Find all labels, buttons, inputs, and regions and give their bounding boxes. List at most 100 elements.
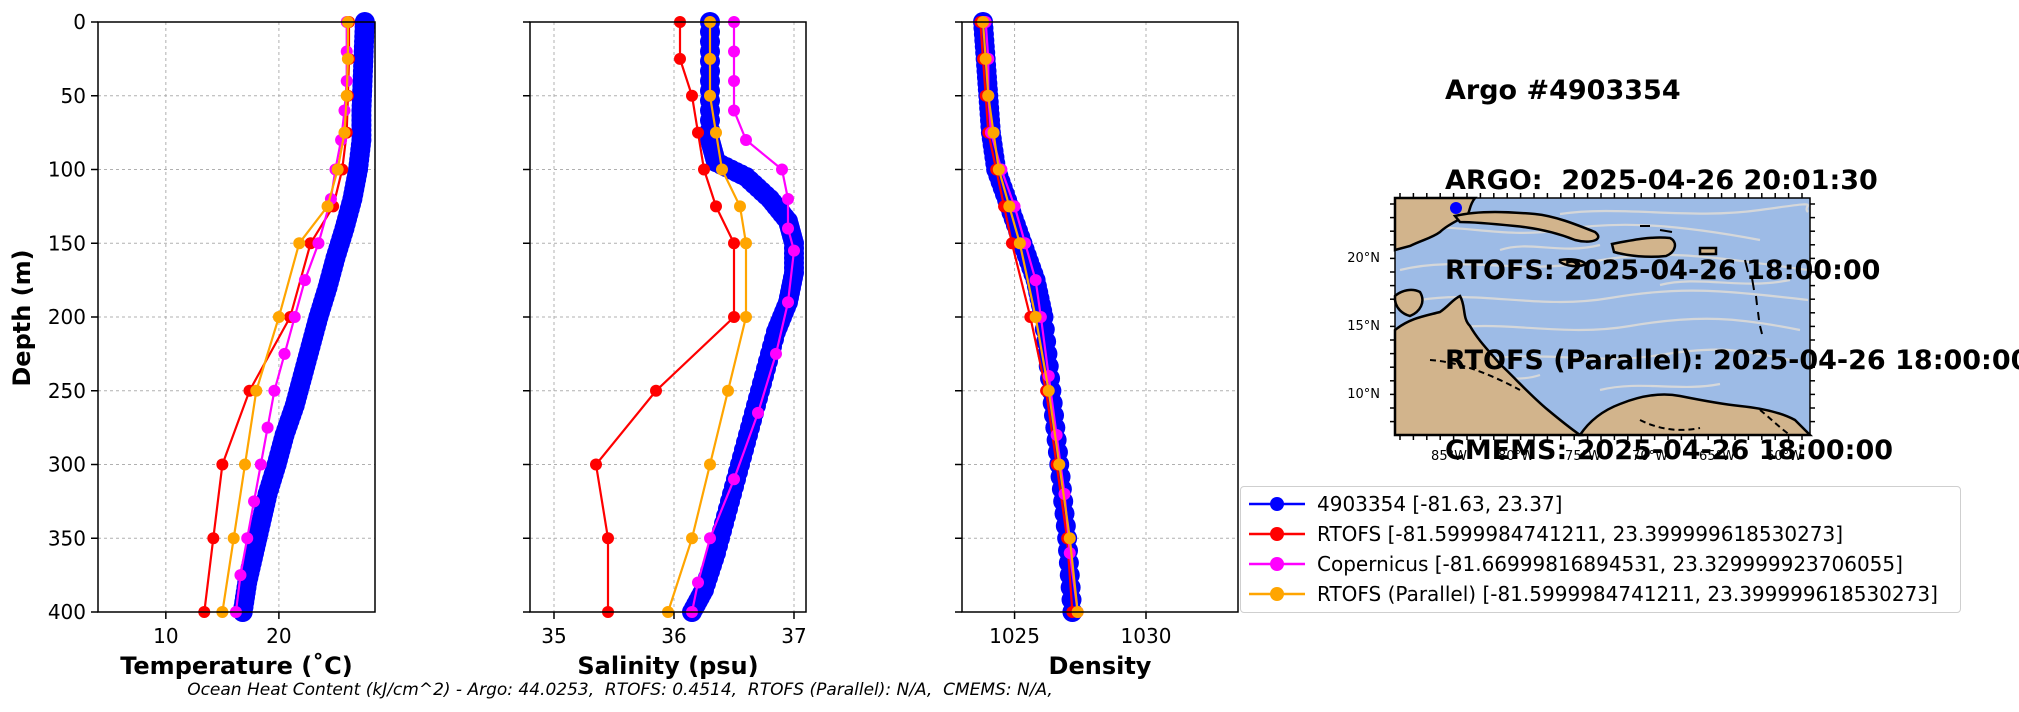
x-tick-label: 20 xyxy=(266,624,291,648)
x-axis-label: Salinity (psu) xyxy=(577,652,758,680)
data-point xyxy=(704,89,716,102)
data-point xyxy=(674,52,686,65)
y-tick-label: 400 xyxy=(48,600,86,624)
data-point xyxy=(710,200,722,213)
data-point xyxy=(312,237,325,250)
map-tick-labels: 85°W 80°W 75°W 70°W 65°W 60°W 20°N 15°N … xyxy=(1347,251,1802,464)
title-line: CMEMS: 2025-04-26 18:00:00 xyxy=(1445,435,1894,466)
data-point xyxy=(686,89,698,102)
data-point xyxy=(987,126,1000,139)
map-ticks xyxy=(1390,193,1815,440)
data-point xyxy=(686,532,698,545)
data-point xyxy=(782,296,794,309)
series-line xyxy=(203,22,351,613)
data-point xyxy=(782,193,794,205)
data-point xyxy=(1063,532,1076,545)
data-point xyxy=(278,347,291,360)
data-point xyxy=(1063,547,1076,559)
x-tick-label: 35 xyxy=(541,624,566,648)
data-point xyxy=(298,274,311,287)
data-point xyxy=(776,163,788,176)
map-lon-label: 70°W xyxy=(1632,449,1668,464)
figure-title: Argo #4903354 ARGO: 2025-04-26 20:01:30 … xyxy=(1445,16,2019,496)
data-point xyxy=(704,532,716,545)
map-lon-label: 80°W xyxy=(1498,449,1534,464)
series-line xyxy=(979,21,1074,613)
map-lon-label: 85°W xyxy=(1431,449,1467,464)
legend-label: RTOFS (Parallel) [-81.5999984741211, 23.… xyxy=(1317,582,1938,606)
map-lat-label: 15°N xyxy=(1347,319,1380,334)
y-tick-label: 350 xyxy=(48,526,86,550)
legend-label: RTOFS [-81.5999984741211, 23.39999961853… xyxy=(1317,522,1844,546)
series-line xyxy=(690,22,796,613)
data-point xyxy=(979,52,992,65)
data-point xyxy=(238,458,251,471)
map-borders xyxy=(1429,359,1791,436)
data-point xyxy=(340,89,353,102)
data-point xyxy=(1029,274,1042,287)
series-line xyxy=(666,22,748,613)
legend-entry-rtofs: RTOFS [-81.5999984741211, 23.39999961853… xyxy=(1241,519,1843,549)
data-point xyxy=(216,458,229,471)
map-lat-label: 10°N xyxy=(1347,387,1380,402)
location-map: 85°W 80°W 75°W 70°W 65°W 60°W 20°N 15°N … xyxy=(1347,193,1815,464)
data-point xyxy=(734,200,746,213)
data-point xyxy=(992,163,1005,176)
title-line: Argo #4903354 xyxy=(1445,75,1681,106)
data-point xyxy=(338,126,351,139)
central-america xyxy=(1393,294,1584,437)
cuba xyxy=(1452,210,1600,243)
legend-swatch xyxy=(1249,587,1305,601)
south-america xyxy=(1577,393,1814,437)
title-line: ARGO: 2025-04-26 20:01:30 xyxy=(1445,165,1878,196)
title-line: RTOFS: 2025-04-26 18:00:00 xyxy=(1445,255,1881,286)
data-point xyxy=(728,311,740,323)
data-point xyxy=(321,200,334,213)
legend-label: Copernicus [-81.66999816894531, 23.32999… xyxy=(1317,552,1903,576)
data-point xyxy=(650,384,662,397)
data-point xyxy=(250,384,263,397)
series-line xyxy=(594,22,736,612)
map-frame xyxy=(1394,197,1811,436)
data-point xyxy=(740,134,752,146)
float-marker xyxy=(1450,202,1462,214)
data-point xyxy=(698,163,710,176)
density-panel: 1025 1030 Density xyxy=(955,12,1239,680)
data-point xyxy=(234,569,247,582)
x-axis-label: Temperature (˚C) xyxy=(120,652,353,680)
legend-swatch xyxy=(1249,527,1305,541)
data-point xyxy=(692,126,704,139)
temperature-panel: 0 50 100 150 200 250 300 350 400 10 20 Temperature … xyxy=(48,10,376,680)
data-point xyxy=(770,347,782,360)
data-point xyxy=(740,311,752,323)
data-point xyxy=(590,458,602,471)
data-point xyxy=(728,75,740,87)
data-point xyxy=(704,458,716,471)
map-lat-label: 20°N xyxy=(1347,251,1380,266)
data-point xyxy=(331,163,344,176)
data-point xyxy=(704,52,716,65)
data-point xyxy=(288,311,301,323)
data-point xyxy=(1029,311,1042,323)
y-tick-label: 50 xyxy=(61,84,86,108)
legend: 4903354 [-81.63, 23.37] RTOFS [-81.59999… xyxy=(1240,486,1961,613)
data-point xyxy=(740,237,752,250)
data-point xyxy=(1053,458,1066,471)
data-point xyxy=(272,311,285,323)
data-point xyxy=(722,384,734,397)
title-line: RTOFS (Parallel): 2025-04-26 18:00:00 xyxy=(1445,345,2019,376)
data-point xyxy=(338,104,351,117)
y-tick-label: 100 xyxy=(48,158,86,182)
map-lon-label: 60°W xyxy=(1766,449,1802,464)
y-axis-label: Depth (m) xyxy=(8,249,36,386)
x-tick-label: 1025 xyxy=(989,624,1040,648)
series-line xyxy=(981,21,1079,613)
data-point xyxy=(602,532,614,545)
y-tick-label: 150 xyxy=(48,231,86,255)
salinity-panel: 35 36 37 Salinity (psu) xyxy=(523,12,807,680)
data-point xyxy=(728,237,740,250)
data-point xyxy=(268,384,281,397)
y-tick-label: 200 xyxy=(48,305,86,329)
legend-swatch xyxy=(1249,557,1305,571)
